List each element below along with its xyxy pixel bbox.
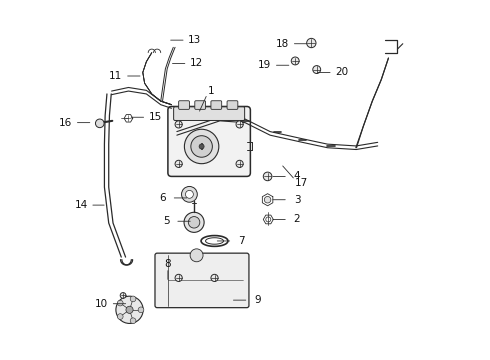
- Circle shape: [184, 212, 204, 232]
- Text: 9: 9: [254, 295, 261, 305]
- Circle shape: [181, 186, 197, 202]
- Circle shape: [138, 307, 144, 313]
- Circle shape: [263, 172, 272, 181]
- Circle shape: [130, 296, 136, 302]
- Circle shape: [118, 300, 123, 306]
- FancyBboxPatch shape: [211, 101, 221, 109]
- Text: 7: 7: [238, 236, 245, 246]
- FancyBboxPatch shape: [173, 107, 245, 121]
- Text: 16: 16: [59, 118, 73, 128]
- FancyBboxPatch shape: [179, 101, 190, 109]
- Circle shape: [188, 217, 200, 228]
- Text: 8: 8: [165, 259, 171, 269]
- Text: 18: 18: [276, 39, 289, 49]
- Circle shape: [116, 296, 143, 323]
- Circle shape: [130, 318, 136, 324]
- Circle shape: [199, 144, 204, 149]
- Text: 17: 17: [294, 178, 308, 188]
- Circle shape: [184, 129, 219, 164]
- Text: 4: 4: [294, 171, 300, 181]
- Text: 19: 19: [258, 60, 271, 70]
- FancyBboxPatch shape: [195, 101, 205, 109]
- FancyBboxPatch shape: [168, 107, 250, 176]
- FancyBboxPatch shape: [227, 101, 238, 109]
- Circle shape: [126, 306, 133, 314]
- Circle shape: [264, 197, 271, 203]
- Circle shape: [211, 274, 218, 282]
- Circle shape: [186, 190, 194, 198]
- Text: 12: 12: [190, 58, 203, 68]
- Text: 14: 14: [74, 200, 88, 210]
- Text: 2: 2: [294, 215, 300, 224]
- Circle shape: [236, 121, 243, 128]
- Text: 13: 13: [188, 35, 201, 45]
- Circle shape: [175, 274, 182, 282]
- Circle shape: [236, 160, 243, 167]
- Circle shape: [96, 119, 104, 128]
- Circle shape: [307, 39, 316, 48]
- Circle shape: [175, 121, 182, 128]
- Text: 5: 5: [163, 216, 170, 226]
- Text: 3: 3: [294, 195, 300, 205]
- Circle shape: [291, 57, 299, 65]
- Circle shape: [313, 66, 320, 73]
- Text: 6: 6: [159, 193, 166, 203]
- Circle shape: [175, 160, 182, 167]
- Text: 10: 10: [95, 299, 108, 309]
- Text: 20: 20: [335, 67, 348, 77]
- Text: 15: 15: [149, 112, 162, 122]
- FancyBboxPatch shape: [155, 253, 249, 308]
- Text: 1: 1: [208, 86, 214, 96]
- Circle shape: [190, 249, 203, 262]
- Text: 11: 11: [109, 71, 122, 81]
- Circle shape: [118, 314, 123, 319]
- Circle shape: [120, 293, 126, 298]
- Circle shape: [191, 136, 212, 157]
